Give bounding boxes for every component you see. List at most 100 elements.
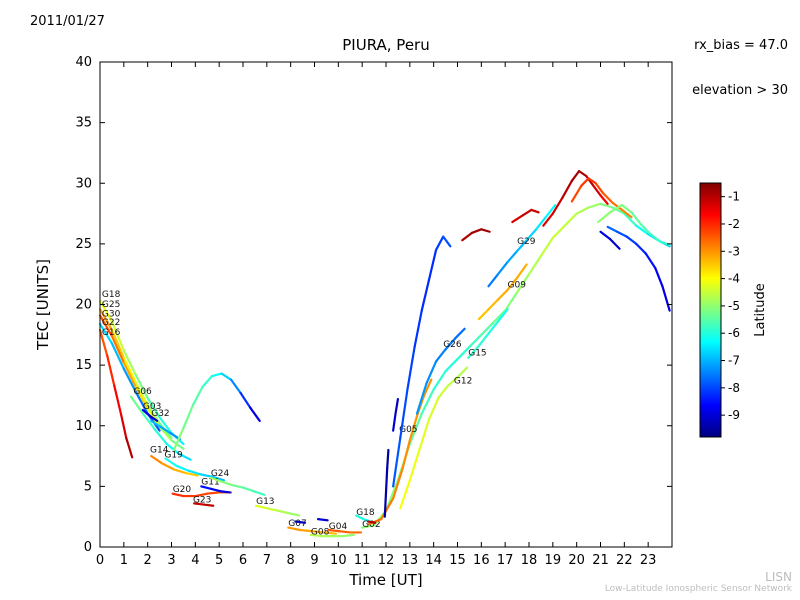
track-G14: G14 (150, 445, 199, 477)
track-label-G14: G14 (150, 445, 169, 455)
track-label-G25: G25 (102, 300, 120, 310)
svg-text:-9: -9 (728, 408, 740, 422)
svg-text:-4: -4 (728, 272, 740, 286)
track-unlabeled-8 (172, 372, 261, 452)
track-label-G20: G20 (173, 485, 192, 495)
svg-text:8: 8 (287, 553, 295, 568)
track-label-G23: G23 (193, 496, 211, 506)
track-G29: G29 (487, 203, 557, 288)
svg-text:21: 21 (592, 553, 609, 568)
track-label-G09: G09 (508, 281, 527, 291)
track-G16: G16 (98, 328, 134, 459)
track-unlabeled-35 (597, 203, 671, 247)
svg-text:23: 23 (640, 553, 657, 568)
svg-text:13: 13 (402, 553, 419, 568)
svg-text:14: 14 (425, 553, 442, 568)
y-axis-label: TEC [UNITS] (34, 259, 52, 351)
x-axis: 0 1 2 3 4 5 6 7 8 9 10 11 12 13 14 15 16 17 18 19 20 21 22 23 (96, 62, 657, 568)
track-G03: G03 (141, 402, 161, 422)
track-label-G29: G29 (517, 237, 536, 247)
svg-text:25: 25 (75, 237, 92, 252)
x-axis-label: Time [UT] (348, 571, 422, 589)
colorbar-label: Latitude (753, 283, 768, 337)
track-label-G04: G04 (329, 522, 348, 532)
svg-text:3: 3 (167, 553, 175, 568)
track-label-G15: G15 (468, 348, 486, 358)
track-unlabeled-31 (511, 208, 540, 224)
track-G07: G07 (287, 519, 338, 535)
svg-text:35: 35 (75, 116, 92, 131)
track-G11: G11 (200, 478, 231, 494)
svg-text:-7: -7 (728, 354, 740, 368)
svg-text:11: 11 (354, 553, 371, 568)
track-G22: G22 (98, 318, 161, 432)
track-label-G05: G05 (399, 425, 417, 435)
track-label-G06: G06 (133, 387, 152, 397)
track-label-G19: G19 (164, 450, 183, 460)
track-G06: G06 (129, 387, 192, 461)
track-unlabeled-34 (606, 225, 671, 312)
svg-text:7: 7 (263, 553, 271, 568)
svg-text:-6: -6 (728, 326, 740, 340)
track-label-G02: G02 (362, 520, 380, 530)
svg-text:0: 0 (96, 553, 104, 568)
colorbar: -1 -2 -3 -4 -5 -6 -7 -8 -9 (699, 182, 740, 438)
lisn-watermark-subtitle: Low-Latitude Ionospheric Sensor Network (604, 584, 792, 594)
y-axis: 0 5 10 15 20 25 30 35 40 (75, 55, 672, 555)
svg-text:20: 20 (568, 553, 585, 568)
svg-text:5: 5 (215, 553, 223, 568)
svg-text:15: 15 (449, 553, 466, 568)
track-label-G18: G18 (356, 508, 375, 518)
track-unlabeled-38 (383, 448, 390, 518)
track-unlabeled-37 (392, 397, 400, 432)
svg-text:-3: -3 (728, 244, 740, 258)
track-unlabeled-27 (461, 228, 491, 242)
track-G09: G09 (477, 263, 528, 321)
track-label-G22: G22 (102, 318, 120, 328)
track-unlabeled-36 (599, 230, 621, 250)
svg-text:9: 9 (310, 553, 318, 568)
track-G15: G15 (467, 308, 509, 359)
track-G26: G26 (415, 327, 466, 415)
track-G19: G19 (164, 450, 226, 482)
track-label-G08: G08 (311, 527, 330, 537)
track-G23: G23 (193, 496, 215, 507)
track-label-G32: G32 (151, 409, 169, 419)
track-label-G16: G16 (102, 328, 121, 338)
track-unlabeled-39 (367, 520, 377, 524)
track-label-G18: G18 (102, 290, 121, 300)
lisn-watermark-title: LISN (765, 570, 792, 584)
svg-text:-8: -8 (728, 381, 740, 395)
track-G04: G04 (327, 522, 363, 534)
svg-text:20: 20 (75, 298, 92, 313)
date-annotation: 2011/01/27 (30, 14, 105, 29)
svg-text:10: 10 (330, 553, 347, 568)
elevation-annotation: elevation > 30 (692, 83, 788, 98)
track-label-G07: G07 (288, 519, 306, 529)
svg-text:10: 10 (75, 419, 92, 434)
track-G08: G08 (309, 527, 355, 537)
svg-text:12: 12 (378, 553, 395, 568)
track-G24: G24 (209, 469, 266, 496)
svg-text:15: 15 (75, 358, 92, 373)
track-unlabeled-26 (392, 235, 452, 488)
svg-text:0: 0 (84, 540, 92, 555)
svg-text:40: 40 (75, 55, 92, 70)
svg-text:-1: -1 (728, 190, 740, 204)
track-G12: G12 (399, 366, 472, 510)
rx-bias-annotation: rx_bias = 47.0 (694, 38, 788, 53)
track-unlabeled-29 (542, 170, 609, 227)
svg-text:18: 18 (521, 553, 538, 568)
svg-text:30: 30 (75, 176, 92, 191)
track-label-G30: G30 (102, 310, 121, 320)
svg-text:-2: -2 (728, 217, 740, 231)
header-annotations: rx_bias = 47.0 elevation > 30 (692, 8, 788, 128)
svg-text:5: 5 (84, 479, 92, 494)
svg-text:2: 2 (144, 553, 152, 568)
track-label-G24: G24 (211, 469, 230, 479)
track-label-G11: G11 (201, 478, 219, 488)
svg-text:16: 16 (473, 553, 490, 568)
track-label-G12: G12 (454, 376, 472, 386)
